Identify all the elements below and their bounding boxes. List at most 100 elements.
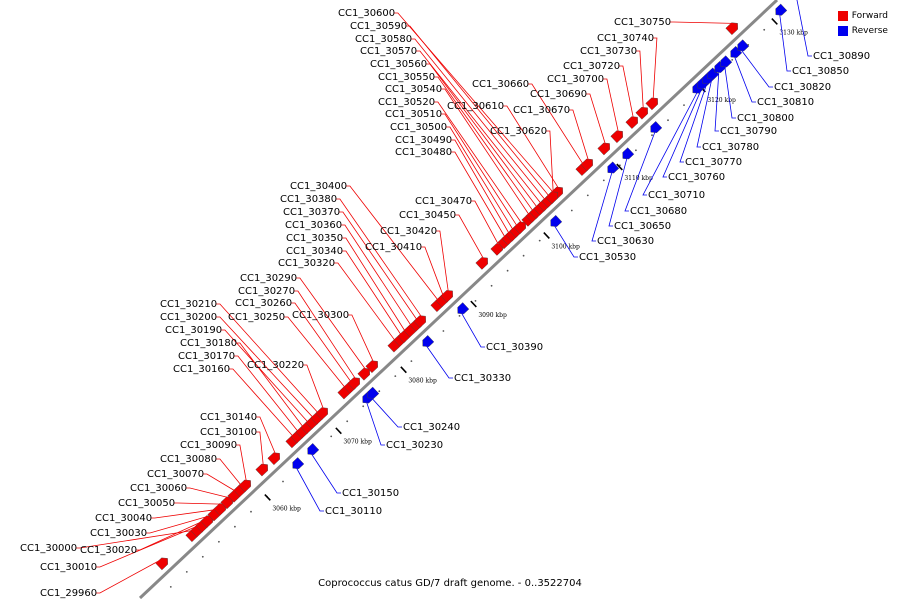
gene-label-CC1_30630[interactable]: CC1_30630 <box>597 236 654 247</box>
gene-CC1_30530[interactable] <box>548 214 563 229</box>
gene-label-CC1_30370[interactable]: CC1_30370 <box>283 207 340 218</box>
gene-label-CC1_30360[interactable]: CC1_30360 <box>285 220 342 231</box>
gene-label-CC1_30240[interactable]: CC1_30240 <box>403 422 460 433</box>
gene-label-CC1_30540[interactable]: CC1_30540 <box>385 84 442 95</box>
gene-label-CC1_30380[interactable]: CC1_30380 <box>280 194 337 205</box>
gene-label-CC1_30410[interactable]: CC1_30410 <box>365 242 422 253</box>
gene-CC1_30450[interactable] <box>475 255 491 270</box>
gene-label-CC1_30790[interactable]: CC1_30790 <box>720 126 777 137</box>
gene-CC1_30300[interactable] <box>365 358 381 374</box>
gene-label-CC1_30110[interactable]: CC1_30110 <box>325 506 382 517</box>
gene-CC1_30730[interactable] <box>635 105 651 120</box>
gene-label-CC1_30730[interactable]: CC1_30730 <box>580 46 637 57</box>
gene-label-CC1_30270[interactable]: CC1_30270 <box>238 286 295 297</box>
gene-label-CC1_30060[interactable]: CC1_30060 <box>130 483 187 494</box>
gene-label-CC1_30180[interactable]: CC1_30180 <box>180 338 237 349</box>
gene-label-CC1_30670[interactable]: CC1_30670 <box>513 105 570 116</box>
gene-label-CC1_30050[interactable]: CC1_30050 <box>118 498 175 509</box>
gene-CC1_30810[interactable] <box>728 45 743 60</box>
gene-label-CC1_30800[interactable]: CC1_30800 <box>737 113 794 124</box>
gene-label-CC1_30760[interactable]: CC1_30760 <box>668 172 725 183</box>
gene-label-CC1_30160[interactable]: CC1_30160 <box>173 364 230 375</box>
gene-label-CC1_30750[interactable]: CC1_30750 <box>614 17 671 28</box>
gene-label-CC1_30610[interactable]: CC1_30610 <box>447 101 504 112</box>
gene-label-CC1_30420[interactable]: CC1_30420 <box>380 226 437 237</box>
gene-label-CC1_30710[interactable]: CC1_30710 <box>648 190 705 201</box>
gene-label-CC1_30210[interactable]: CC1_30210 <box>160 299 217 310</box>
gene-label-CC1_30850[interactable]: CC1_30850 <box>792 66 849 77</box>
gene-CC1_30680[interactable] <box>648 121 663 135</box>
gene-label-CC1_30090[interactable]: CC1_30090 <box>180 440 237 451</box>
gene-label-CC1_30590[interactable]: CC1_30590 <box>350 21 407 32</box>
gene-label-CC1_30010[interactable]: CC1_30010 <box>40 562 97 573</box>
gene-CC1_30780[interactable] <box>705 67 720 82</box>
gene-label-CC1_30520[interactable]: CC1_30520 <box>378 97 435 108</box>
gene-label-CC1_30330[interactable]: CC1_30330 <box>454 373 511 384</box>
gene-label-CC1_30780[interactable]: CC1_30780 <box>702 142 759 153</box>
gene-label-CC1_30350[interactable]: CC1_30350 <box>286 233 343 244</box>
gene-label-CC1_30530[interactable]: CC1_30530 <box>579 252 636 263</box>
gene-CC1_30630[interactable] <box>605 161 620 176</box>
gene-CC1_30670[interactable] <box>580 156 596 172</box>
gene-CC1_30650[interactable] <box>620 147 635 162</box>
gene-label-CC1_30020[interactable]: CC1_30020 <box>80 545 137 556</box>
gene-CC1_30330[interactable] <box>420 335 435 349</box>
gene-label-CC1_30500[interactable]: CC1_30500 <box>390 122 447 133</box>
gene-label-CC1_30070[interactable]: CC1_30070 <box>147 469 204 480</box>
gene-CC1_30100[interactable] <box>255 461 271 477</box>
gene-CC1_30240[interactable] <box>365 386 380 401</box>
gene-label-CC1_30570[interactable]: CC1_30570 <box>360 46 417 57</box>
gene-CC1_30700[interactable] <box>610 128 626 144</box>
gene-label-CC1_30470[interactable]: CC1_30470 <box>415 196 472 207</box>
gene-CC1_30140[interactable] <box>267 450 283 466</box>
gene-label-CC1_30700[interactable]: CC1_30700 <box>547 74 604 85</box>
gene-label-CC1_30030[interactable]: CC1_30030 <box>90 528 147 539</box>
gene-label-CC1_30550[interactable]: CC1_30550 <box>378 72 435 83</box>
gene-CC1_30380[interactable] <box>413 313 429 328</box>
gene-label-CC1_30190[interactable]: CC1_30190 <box>165 325 222 336</box>
gene-CC1_30800[interactable] <box>718 55 733 70</box>
gene-label-CC1_30450[interactable]: CC1_30450 <box>399 210 456 221</box>
gene-label-CC1_30720[interactable]: CC1_30720 <box>563 61 620 72</box>
gene-label-CC1_30200[interactable]: CC1_30200 <box>160 312 217 323</box>
gene-label-CC1_30150[interactable]: CC1_30150 <box>342 488 399 499</box>
gene-CC1_30290[interactable] <box>357 366 373 381</box>
gene-CC1_30820[interactable] <box>735 39 750 54</box>
gene-label-CC1_30510[interactable]: CC1_30510 <box>385 109 442 120</box>
gene-label-CC1_30820[interactable]: CC1_30820 <box>774 82 831 93</box>
gene-label-CC1_29960[interactable]: CC1_29960 <box>40 588 97 599</box>
gene-label-CC1_30560[interactable]: CC1_30560 <box>370 59 427 70</box>
gene-CC1_30720[interactable] <box>625 114 641 129</box>
gene-label-CC1_30890[interactable]: CC1_30890 <box>813 51 870 62</box>
gene-CC1_30420[interactable] <box>440 288 456 303</box>
gene-label-CC1_30140[interactable]: CC1_30140 <box>200 412 257 423</box>
gene-label-CC1_30600[interactable]: CC1_30600 <box>338 8 395 19</box>
gene-label-CC1_30320[interactable]: CC1_30320 <box>278 258 335 269</box>
gene-label-CC1_30680[interactable]: CC1_30680 <box>630 206 687 217</box>
gene-label-CC1_30040[interactable]: CC1_30040 <box>95 513 152 524</box>
gene-label-CC1_30080[interactable]: CC1_30080 <box>160 454 217 465</box>
gene-label-CC1_30250[interactable]: CC1_30250 <box>228 312 285 323</box>
gene-CC1_30850[interactable] <box>773 3 788 18</box>
gene-label-CC1_30000[interactable]: CC1_30000 <box>20 543 77 554</box>
gene-CC1_30220[interactable] <box>315 405 331 420</box>
gene-label-CC1_30290[interactable]: CC1_30290 <box>240 273 297 284</box>
gene-label-CC1_30340[interactable]: CC1_30340 <box>286 246 343 257</box>
gene-CC1_29960[interactable] <box>155 555 171 571</box>
gene-label-CC1_30690[interactable]: CC1_30690 <box>530 89 587 100</box>
gene-label-CC1_30230[interactable]: CC1_30230 <box>386 440 443 451</box>
gene-CC1_30740[interactable] <box>645 95 661 111</box>
gene-label-CC1_30400[interactable]: CC1_30400 <box>290 181 347 192</box>
gene-CC1_30270[interactable] <box>347 375 363 390</box>
gene-CC1_30690[interactable] <box>597 140 613 156</box>
gene-label-CC1_30300[interactable]: CC1_30300 <box>292 310 349 321</box>
gene-label-CC1_30620[interactable]: CC1_30620 <box>490 126 547 137</box>
gene-label-CC1_30490[interactable]: CC1_30490 <box>395 135 452 146</box>
gene-label-CC1_30810[interactable]: CC1_30810 <box>757 97 814 108</box>
gene-CC1_30090[interactable] <box>238 477 254 493</box>
gene-CC1_30110[interactable] <box>290 457 305 471</box>
gene-CC1_30750[interactable] <box>725 20 741 36</box>
gene-CC1_30620[interactable] <box>545 189 561 205</box>
gene-label-CC1_30660[interactable]: CC1_30660 <box>472 79 529 90</box>
gene-label-CC1_30100[interactable]: CC1_30100 <box>200 427 257 438</box>
